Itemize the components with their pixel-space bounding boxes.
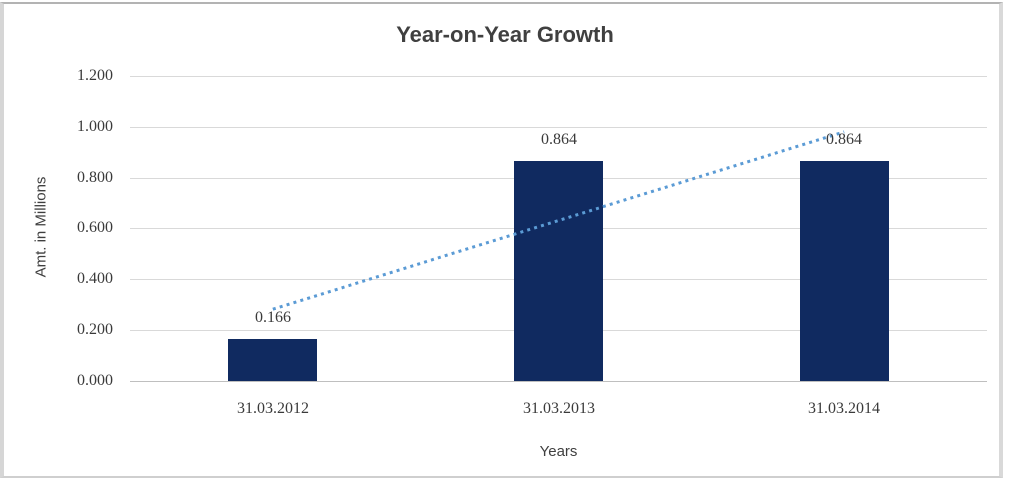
data-label: 0.166 xyxy=(255,309,291,326)
y-tick-label: 0.200 xyxy=(77,321,113,338)
y-tick-label: 0.800 xyxy=(77,169,113,186)
y-tick-label: 1.200 xyxy=(77,67,113,84)
x-axis-title: Years xyxy=(539,443,578,460)
y-axis-title: Amt. in Millions xyxy=(32,176,50,278)
y-tick-label: 1.000 xyxy=(77,118,113,135)
data-label: 0.864 xyxy=(541,131,577,148)
x-category-label: 31.03.2013 xyxy=(523,400,595,417)
x-category-label: 31.03.2014 xyxy=(808,400,880,417)
bar xyxy=(514,161,603,381)
y-tick-label: 0.400 xyxy=(77,270,113,287)
chart-title: Year-on-Year Growth xyxy=(396,22,614,47)
gridline xyxy=(130,76,987,77)
x-axis-line xyxy=(130,381,987,382)
bar xyxy=(228,339,317,381)
y-tick-label: 0.000 xyxy=(77,372,113,389)
x-category-label: 31.03.2012 xyxy=(237,400,309,417)
bar xyxy=(800,161,889,381)
gridline xyxy=(130,127,987,128)
y-tick-label: 0.600 xyxy=(77,219,113,236)
data-label: 0.864 xyxy=(826,131,862,148)
